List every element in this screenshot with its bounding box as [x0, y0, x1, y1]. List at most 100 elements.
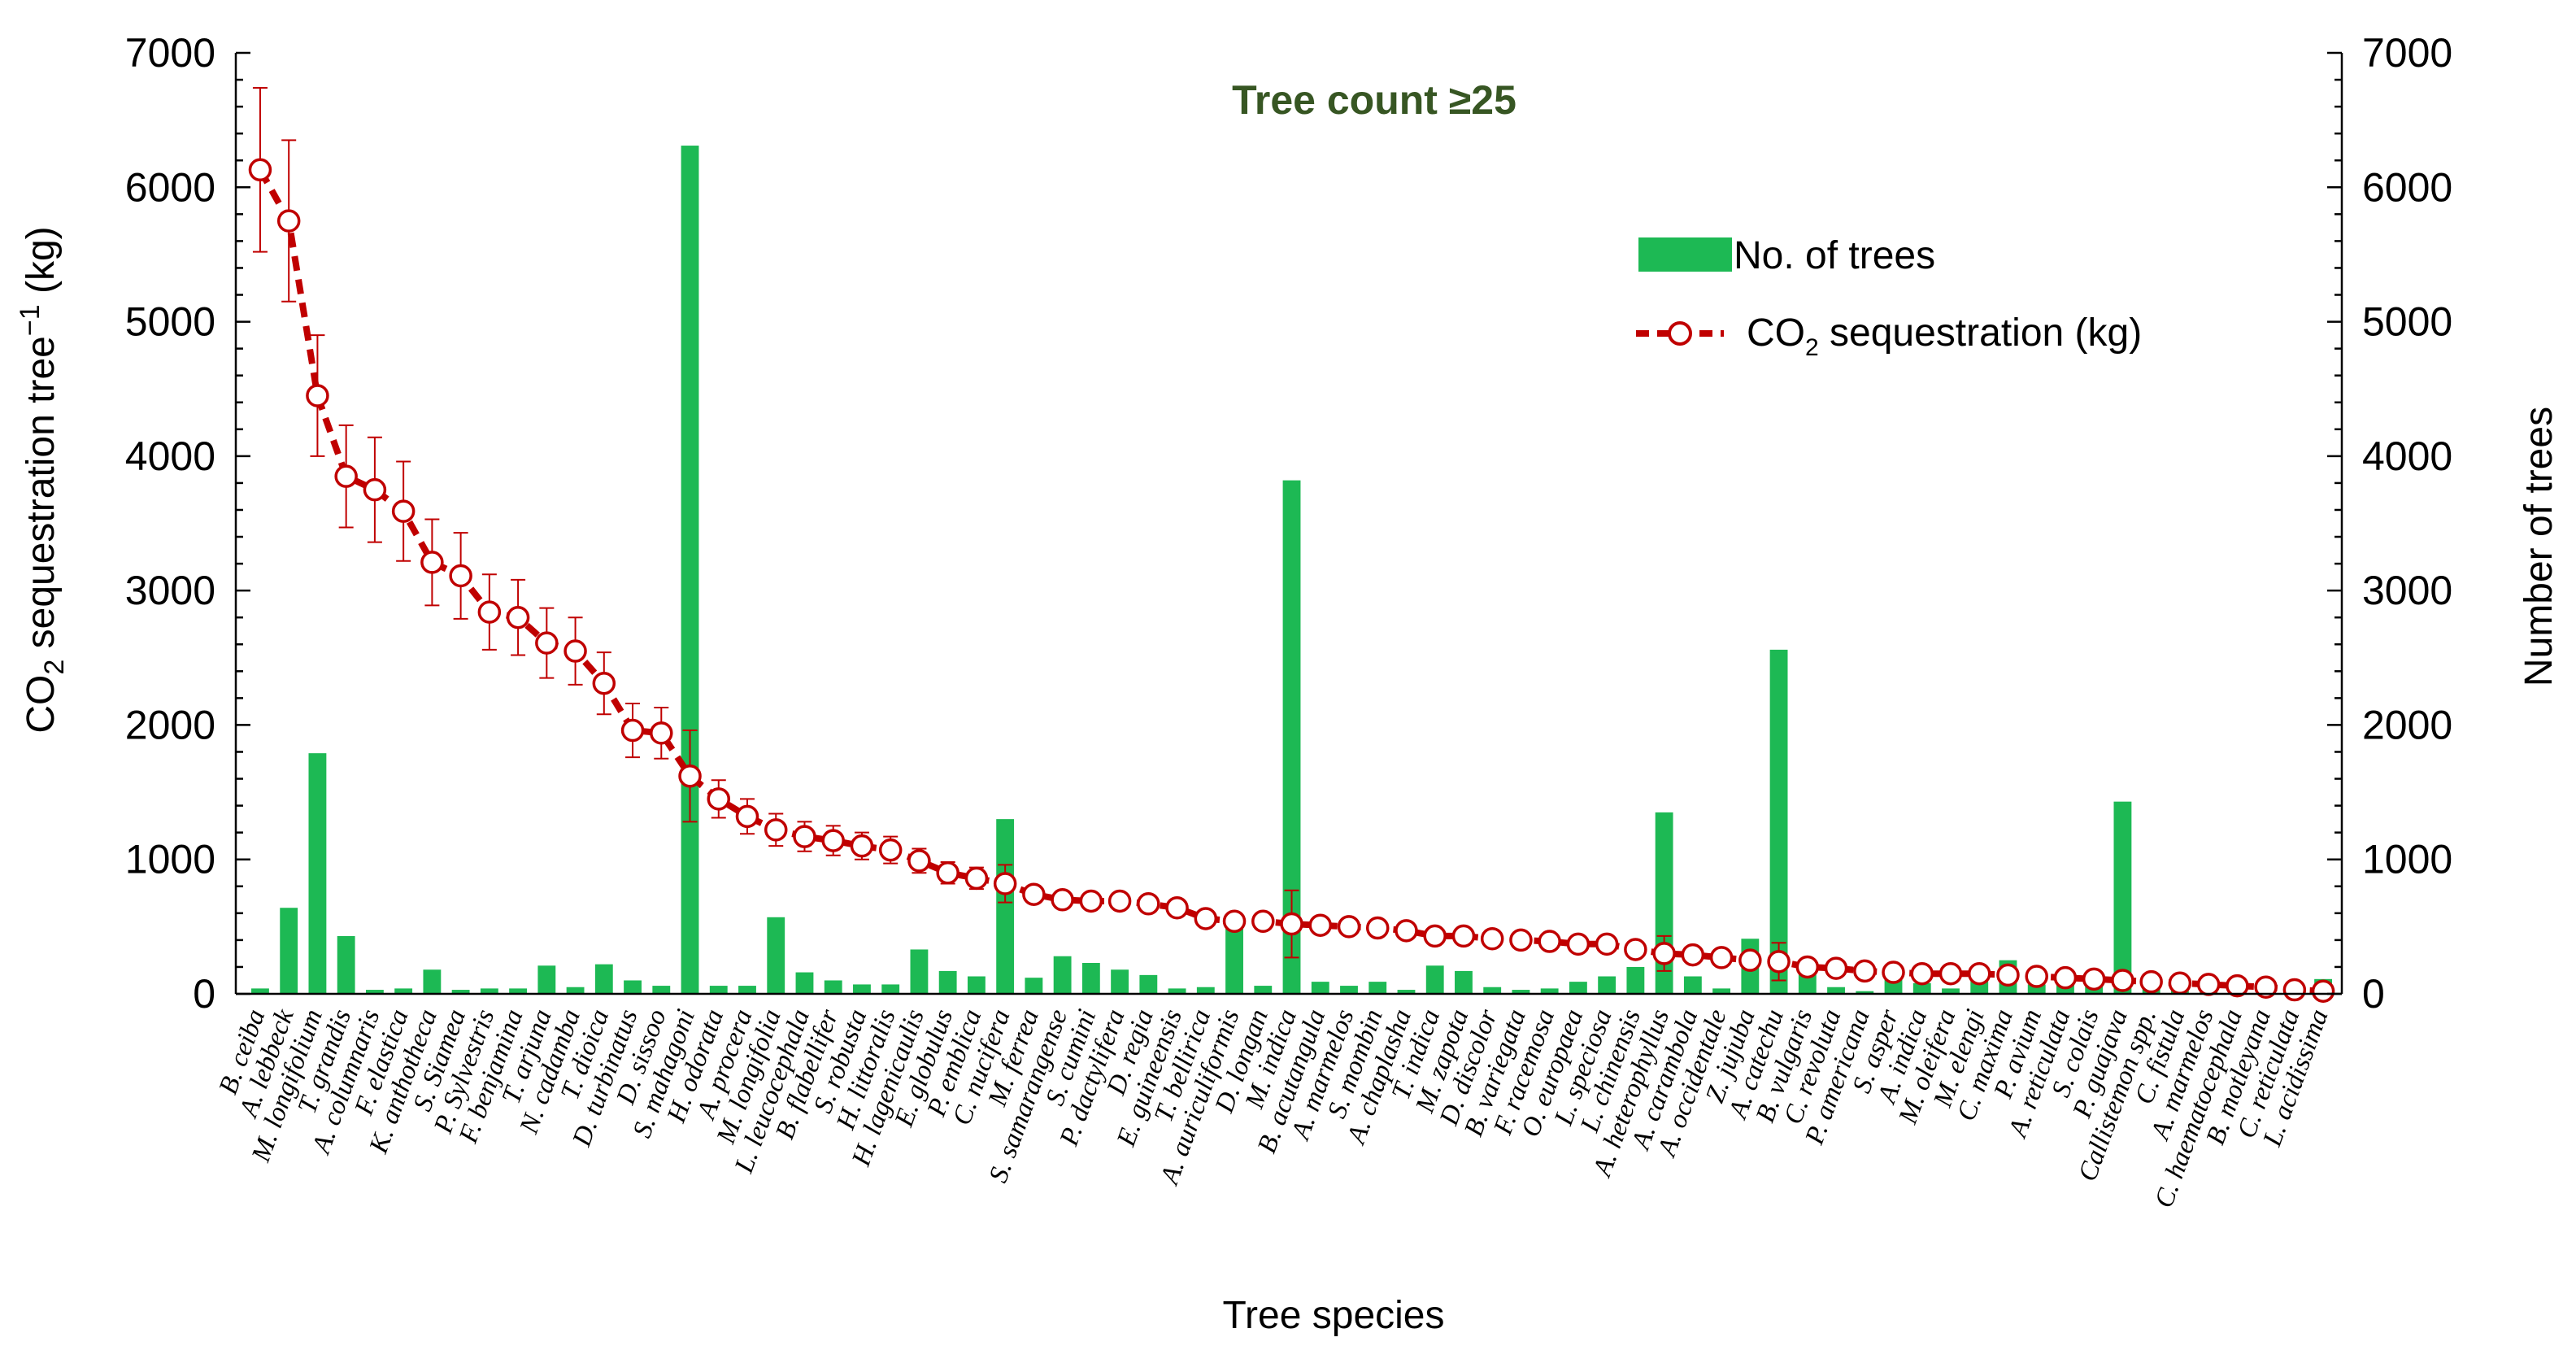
legend-bar-swatch: [1638, 237, 1732, 272]
bar-17: [709, 986, 728, 994]
co2-point-28: [1022, 882, 1046, 906]
left-tick-label-7000: 7000: [125, 30, 215, 76]
right-tick-label-7000: 7000: [2362, 30, 2452, 76]
co2-point-48: [1595, 932, 1619, 956]
co2-point-16: [678, 764, 702, 788]
co2-point-34: [1194, 907, 1218, 930]
bar-45: [1512, 990, 1530, 994]
bar-12: [566, 987, 585, 994]
bar-54: [1769, 649, 1788, 994]
y2-axis-title: Number of trees: [2517, 407, 2561, 686]
bar-39: [1340, 986, 1358, 994]
co2-point-72: [2282, 978, 2307, 1002]
co2-point-39: [1337, 915, 1361, 939]
y-axis-title-part-2: sequestration tree: [20, 336, 63, 660]
co2-point-69: [2196, 973, 2221, 996]
left-tick-label-6000: 6000: [125, 164, 215, 210]
left-axis-ticks: 0 1000 2000 3000 4000 5000 6000 7000: [125, 30, 250, 1017]
co2-point-59: [1910, 961, 1934, 986]
co2-point-68: [2168, 971, 2192, 995]
co2-point-42: [1423, 924, 1447, 948]
co2-point-33: [1165, 895, 1189, 920]
bar-5: [365, 990, 384, 994]
co2-point-64: [2053, 965, 2078, 990]
axes: [234, 53, 2343, 995]
y-axis-title-sup: −1: [15, 304, 46, 336]
bar-6: [394, 988, 413, 994]
bar-49: [1626, 966, 1645, 994]
y-axis-title: CO2 sequestration tree−1 (kg): [15, 226, 70, 733]
bar-11: [537, 965, 556, 994]
bar-series-trees: [251, 146, 2333, 995]
left-tick-label-5000: 5000: [125, 299, 215, 345]
bar-43: [1455, 970, 1473, 994]
co2-point-57: [1853, 959, 1877, 983]
co2-point-1: [248, 158, 272, 182]
bar-36: [1254, 986, 1273, 994]
co2-point-71: [2254, 975, 2278, 999]
bar-37: [1282, 480, 1301, 994]
bar-13: [594, 964, 613, 994]
co2-point-2: [276, 209, 301, 233]
bar-15: [652, 986, 671, 994]
bar-52: [1712, 988, 1731, 994]
co2-point-44: [1480, 926, 1504, 951]
co2-point-21: [821, 829, 845, 852]
co2-point-62: [1996, 963, 2020, 987]
co2-point-66: [2111, 969, 2134, 992]
bar-16: [681, 146, 699, 995]
co2-point-10: [506, 605, 530, 629]
co2-point-11: [535, 631, 559, 655]
co2-point-6: [391, 499, 416, 523]
bar-57: [1856, 991, 1874, 994]
co2-point-27: [993, 872, 1017, 895]
co2-point-17: [707, 787, 731, 811]
co2-point-25: [936, 860, 959, 885]
bar-34: [1196, 987, 1215, 994]
bar-29: [1053, 956, 1072, 994]
co2-point-15: [650, 721, 673, 745]
co2-point-22: [850, 834, 874, 858]
bar-42: [1425, 965, 1444, 994]
left-tick-label-3000: 3000: [125, 568, 215, 613]
chart-annotation: Tree count ≥25: [1232, 77, 1516, 123]
bar-30: [1081, 962, 1100, 994]
left-tick-label-4000: 4000: [125, 433, 215, 479]
bar-63: [2027, 984, 2046, 994]
co2-point-18: [735, 804, 759, 829]
left-tick-label-2000: 2000: [125, 702, 215, 747]
co2-point-24: [907, 849, 931, 873]
bar-32: [1139, 974, 1158, 994]
co2-point-49: [1624, 938, 1647, 961]
co2-point-51: [1681, 943, 1705, 967]
co2-point-53: [1738, 948, 1762, 972]
co2-point-37: [1280, 912, 1303, 936]
bar-20: [795, 972, 814, 994]
left-tick-label-0: 0: [193, 971, 215, 1017]
legend-line-sub: 2: [1805, 334, 1819, 361]
co2-point-3: [306, 384, 329, 407]
co2-point-8: [449, 564, 472, 588]
bar-8: [451, 990, 470, 994]
legend: No. of trees CO2 sequestration (kg): [1636, 234, 2142, 361]
bar-25: [938, 970, 957, 994]
bar-2: [280, 908, 298, 994]
co2-point-61: [1967, 961, 1991, 986]
bar-21: [824, 980, 842, 994]
co2-point-73: [2311, 979, 2335, 1003]
y-axis-title-part-3: (kg): [20, 226, 63, 304]
bar-28: [1025, 978, 1043, 994]
co2-point-67: [2139, 969, 2163, 994]
co2-point-29: [1051, 888, 1074, 912]
bar-40: [1368, 982, 1387, 994]
right-tick-label-6000: 6000: [2362, 164, 2452, 210]
bar-47: [1569, 982, 1587, 994]
co2-point-20: [793, 825, 816, 848]
co2-point-9: [477, 600, 502, 624]
co2-point-38: [1308, 913, 1333, 937]
right-tick-label-4000: 4000: [2362, 433, 2452, 479]
co2-point-36: [1251, 909, 1275, 933]
co2-point-19: [764, 818, 788, 842]
co2-point-7: [420, 551, 444, 574]
